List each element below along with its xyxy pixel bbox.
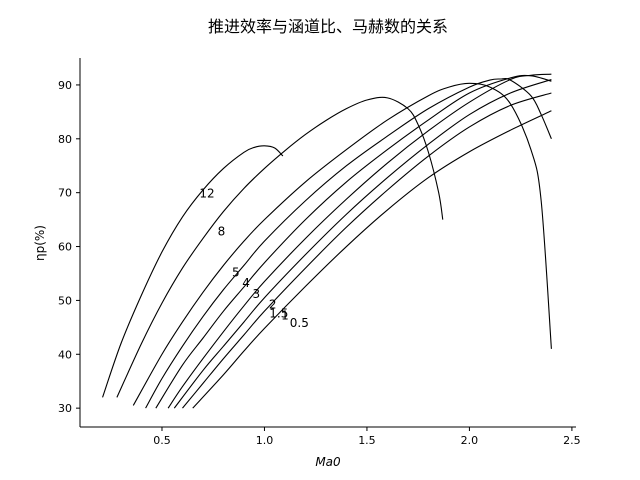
curve-bpr-0_5 — [192, 110, 552, 409]
curve-bpr-4 — [145, 77, 552, 409]
curve-bpr-5 — [132, 82, 552, 406]
x-axis-label: Ma0 — [315, 455, 341, 469]
curve-bpr-2 — [167, 73, 552, 409]
y-tick-label: 70 — [58, 187, 72, 200]
curve-bpr-3 — [155, 74, 552, 409]
y-axis-ticks: 30 40 50 60 70 80 90 — [58, 79, 80, 415]
y-tick-label: 90 — [58, 79, 72, 92]
x-tick-label: 1.0 — [256, 434, 274, 447]
y-axis-label: ηp(%) — [33, 225, 47, 261]
y-tick-label: 50 — [58, 294, 72, 307]
x-tick-label: 0.5 — [153, 434, 171, 447]
y-tick-label: 30 — [58, 402, 72, 415]
x-axis-ticks: 0.5 1.0 1.5 2.0 2.5 — [153, 427, 581, 447]
y-tick-label: 40 — [58, 348, 72, 361]
curve-label: 1.5 — [269, 306, 288, 320]
curve-bpr-1 — [182, 92, 552, 409]
curve-label: 2 — [269, 298, 277, 312]
x-tick-label: 2.5 — [563, 434, 581, 447]
efficiency-curves — [102, 73, 552, 409]
axis-spines — [79, 58, 576, 428]
chart-title: 推进效率与涵道比、马赫数的关系 — [208, 17, 448, 36]
x-tick-label: 2.0 — [461, 434, 479, 447]
curve-label: 3 — [252, 287, 260, 301]
curve-bpr-8 — [116, 96, 444, 398]
curve-label: 5 — [232, 265, 240, 279]
curve-bpr-12 — [102, 145, 284, 398]
curve-label: 0.5 — [290, 316, 309, 330]
curve-label: 12 — [199, 187, 214, 201]
x-tick-label: 1.5 — [358, 434, 376, 447]
curve-label: 4 — [242, 276, 250, 290]
curve-label: 8 — [218, 224, 226, 238]
curve-bpr-1_5 — [173, 79, 552, 409]
y-tick-label: 80 — [58, 133, 72, 146]
curve-label: 1 — [281, 308, 289, 322]
y-tick-label: 60 — [58, 241, 72, 254]
